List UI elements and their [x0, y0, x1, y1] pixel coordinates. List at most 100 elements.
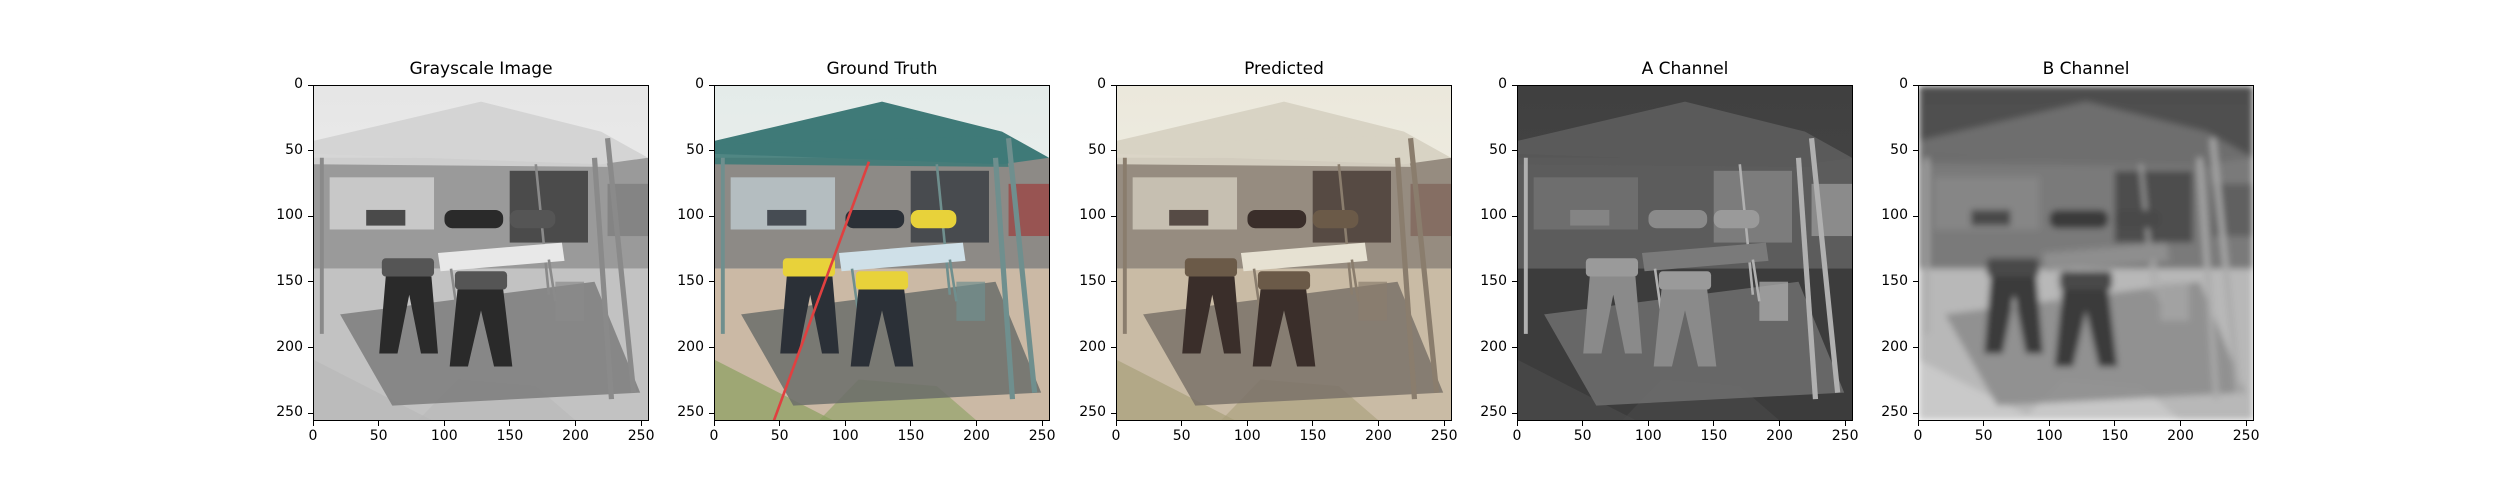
x-tick: [509, 421, 511, 426]
x-tick: [378, 421, 380, 426]
y-tick: [1111, 84, 1116, 86]
y-tick: [1913, 347, 1918, 348]
x-tick-label: 150: [1700, 428, 1728, 444]
x-tick-label: 0: [1512, 428, 1522, 444]
x-tick: [1115, 421, 1117, 426]
x-tick: [2048, 421, 2050, 426]
y-tick-label: 0: [1498, 76, 1507, 92]
y-tick: [1512, 281, 1517, 283]
x-tick: [640, 421, 642, 426]
y-tick-label: 0: [1097, 76, 1106, 92]
y-tick: [1913, 84, 1918, 86]
y-tick-label: 250: [677, 404, 704, 421]
y-tick: [1512, 215, 1517, 217]
y-tick: [709, 150, 714, 152]
x-tick: [1983, 421, 1985, 426]
x-tick: [844, 421, 846, 426]
x-tick-label: 200: [2167, 428, 2194, 444]
y-tick: [308, 150, 313, 152]
y-tick-label: 100: [1480, 207, 1507, 224]
image-axes-b-channel: [1918, 85, 2254, 421]
y-tick: [709, 84, 714, 86]
y-tick: [1913, 150, 1918, 152]
y-tick-label: 200: [1881, 338, 1908, 355]
y-tick-label: 50: [1890, 141, 1908, 158]
x-tick: [1779, 421, 1780, 426]
y-tick: [1111, 215, 1116, 217]
x-tick: [443, 421, 445, 426]
scene-image-grayscale: [314, 86, 648, 420]
x-tick: [1246, 421, 1248, 426]
y-tick: [709, 281, 714, 283]
x-tick-label: 50: [369, 428, 388, 444]
x-tick-label: 250: [627, 428, 655, 444]
panel-title-ground-truth: Ground Truth: [826, 59, 938, 79]
x-tick-label: 250: [1831, 428, 1859, 444]
x-tick-label: 0: [308, 428, 318, 444]
y-tick-label: 100: [276, 207, 303, 224]
y-tick-label: 0: [695, 76, 704, 92]
y-tick: [1111, 281, 1116, 283]
x-tick-label: 50: [1172, 428, 1191, 444]
x-tick: [1647, 421, 1649, 426]
x-tick: [1041, 421, 1043, 426]
x-tick: [1312, 421, 1314, 426]
y-tick: [308, 412, 313, 414]
x-tick: [779, 421, 781, 426]
y-tick-label: 150: [1881, 272, 1908, 289]
x-tick-label: 100: [1634, 428, 1662, 444]
x-tick: [1917, 421, 1919, 426]
y-tick-label: 100: [1881, 207, 1908, 224]
x-tick-label: 200: [963, 428, 990, 444]
y-tick: [308, 84, 313, 86]
y-tick: [1111, 347, 1116, 348]
x-tick: [976, 421, 977, 426]
y-tick: [709, 215, 714, 217]
x-tick-label: 0: [1111, 428, 1121, 444]
image-axes-grayscale: [313, 85, 649, 421]
y-tick: [1512, 412, 1517, 414]
y-tick-label: 0: [1899, 76, 1908, 92]
y-tick: [1913, 281, 1918, 283]
x-tick-label: 100: [831, 428, 859, 444]
y-tick: [1111, 150, 1116, 152]
x-tick: [1516, 421, 1518, 426]
y-tick: [308, 347, 313, 348]
x-tick-label: 0: [709, 428, 719, 444]
image-axes-ground-truth: [714, 85, 1050, 421]
x-tick: [2180, 421, 2181, 426]
x-tick: [575, 421, 576, 426]
x-tick: [1181, 421, 1183, 426]
x-tick: [1378, 421, 1379, 426]
panel-title-grayscale: Grayscale Image: [409, 59, 553, 79]
x-tick-label: 200: [1365, 428, 1392, 444]
panel-title-b-channel: B Channel: [2042, 59, 2130, 79]
x-tick: [713, 421, 715, 426]
x-tick-label: 150: [897, 428, 925, 444]
y-tick-label: 100: [1079, 207, 1106, 224]
x-tick: [1844, 421, 1846, 426]
y-tick-label: 150: [1079, 272, 1106, 289]
x-tick-label: 50: [1974, 428, 1993, 444]
y-tick: [1111, 412, 1116, 414]
x-tick-label: 100: [2035, 428, 2063, 444]
y-tick: [709, 412, 714, 414]
image-axes-a-channel: [1517, 85, 1853, 421]
y-tick: [308, 215, 313, 217]
y-tick-label: 150: [1480, 272, 1507, 289]
y-tick-label: 250: [1881, 404, 1908, 421]
x-tick-label: 250: [1430, 428, 1458, 444]
x-tick-label: 200: [562, 428, 589, 444]
y-tick-label: 50: [1088, 141, 1106, 158]
x-tick-label: 150: [496, 428, 524, 444]
y-tick-label: 0: [294, 76, 303, 92]
y-tick: [709, 347, 714, 348]
scene-image-ground-truth: [715, 86, 1049, 420]
panel-title-a-channel: A Channel: [1641, 59, 1729, 79]
x-tick: [910, 421, 912, 426]
x-tick-label: 50: [770, 428, 789, 444]
x-tick: [1443, 421, 1445, 426]
x-tick: [2114, 421, 2116, 426]
x-tick-label: 250: [1028, 428, 1056, 444]
